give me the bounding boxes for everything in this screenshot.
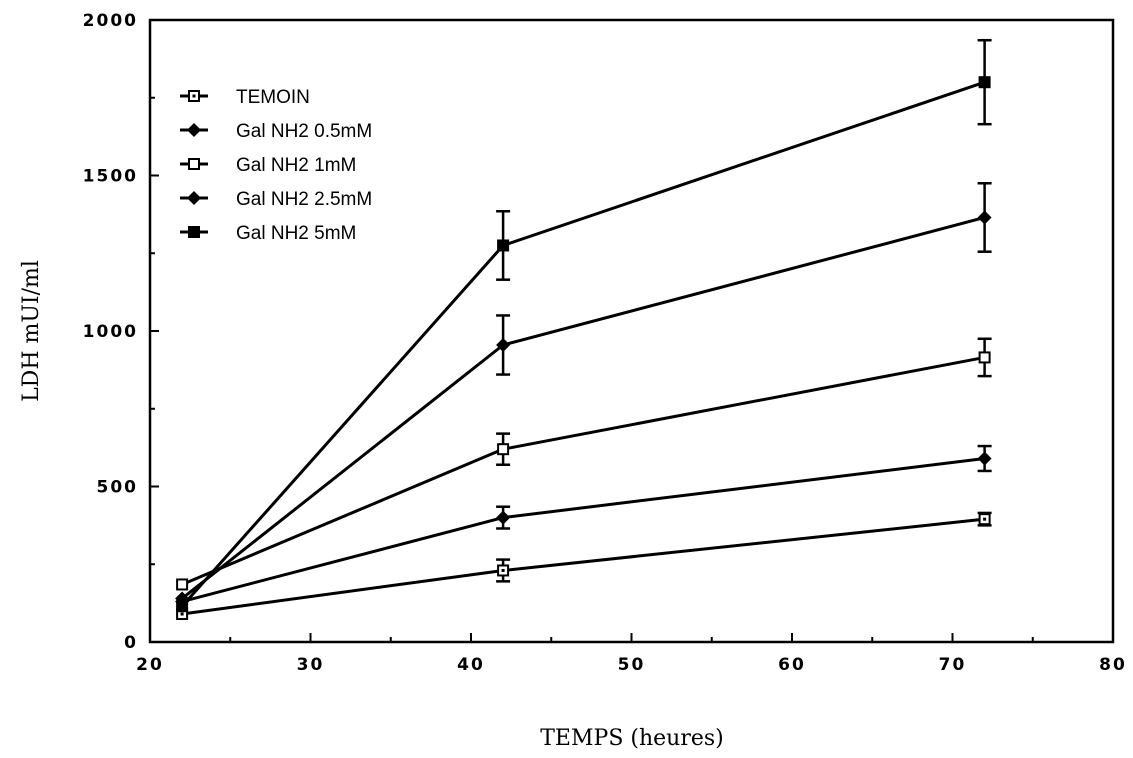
filled-square-marker <box>188 226 200 238</box>
dotted-square-center <box>193 95 196 98</box>
data-point-marker <box>498 565 508 575</box>
data-point-marker <box>176 600 188 612</box>
data-point-marker <box>979 76 991 88</box>
series <box>177 339 992 590</box>
legend-label: Gal NH2 5mM <box>236 223 356 244</box>
x-tick-label: 80 <box>1099 655 1127 675</box>
open-square-marker <box>177 579 187 589</box>
x-tick-label: 60 <box>778 655 806 675</box>
legend-item: TEMOIN <box>180 87 310 108</box>
data-point-marker <box>189 91 199 101</box>
y-tick-label: 0 <box>124 633 138 653</box>
plot-frame <box>150 20 1113 642</box>
dotted-square-center <box>983 518 986 521</box>
x-tick-label: 40 <box>457 655 485 675</box>
data-point-marker <box>980 352 990 362</box>
y-tick-label: 1500 <box>83 167 138 187</box>
series <box>175 446 992 609</box>
series-line <box>182 217 985 598</box>
y-tick-label: 1000 <box>83 322 138 342</box>
data-point-marker <box>187 191 201 205</box>
x-tick-label: 70 <box>939 655 967 675</box>
series-line <box>182 459 985 602</box>
y-tick-label: 500 <box>97 478 139 498</box>
diamond-marker <box>978 452 992 466</box>
data-point-marker <box>497 239 509 251</box>
series <box>177 513 992 619</box>
filled-square-marker <box>979 76 991 88</box>
legend-label: Gal NH2 0.5mM <box>236 121 372 142</box>
legend-label: TEMOIN <box>236 87 310 108</box>
y-axis-label: LDH mUI/ml <box>19 260 44 402</box>
x-axis-label: TEMPS (heures) <box>540 726 723 751</box>
diamond-marker <box>978 210 992 224</box>
legend-item: Gal NH2 1mM <box>180 155 356 176</box>
dotted-square-center <box>502 569 505 572</box>
dotted-square-center <box>181 613 184 616</box>
legend-item: Gal NH2 2.5mM <box>180 189 372 210</box>
x-tick-label: 20 <box>136 655 164 675</box>
open-square-marker <box>498 444 508 454</box>
data-point-marker <box>187 123 201 137</box>
data-point-marker <box>978 452 992 466</box>
data-point-marker <box>189 159 199 169</box>
x-tick-label: 50 <box>618 655 646 675</box>
x-tick-label: 30 <box>297 655 325 675</box>
series <box>175 183 992 605</box>
legend-item: Gal NH2 5mM <box>180 223 356 244</box>
data-point-marker <box>980 514 990 524</box>
legend: TEMOIN Gal NH2 0.5mM Gal NH2 1mM Gal NH2 2.… <box>180 87 372 244</box>
diamond-marker <box>496 511 510 525</box>
axis-ticks: 20 30 40 50 60 70 80 0 500 1000 1500 2000 <box>83 11 1127 675</box>
data-point-marker <box>496 511 510 525</box>
data-point-marker <box>498 444 508 454</box>
data-point-marker <box>177 579 187 589</box>
diamond-marker <box>187 123 201 137</box>
open-square-marker <box>189 159 199 169</box>
filled-square-marker <box>497 239 509 251</box>
legend-label: Gal NH2 2.5mM <box>236 189 372 210</box>
y-tick-label: 2000 <box>83 11 138 31</box>
diamond-marker <box>187 191 201 205</box>
filled-square-marker <box>176 600 188 612</box>
legend-item: Gal NH2 0.5mM <box>180 121 372 142</box>
legend-label: Gal NH2 1mM <box>236 155 356 176</box>
data-point-marker <box>978 210 992 224</box>
open-square-marker <box>980 352 990 362</box>
data-point-marker <box>188 226 200 238</box>
